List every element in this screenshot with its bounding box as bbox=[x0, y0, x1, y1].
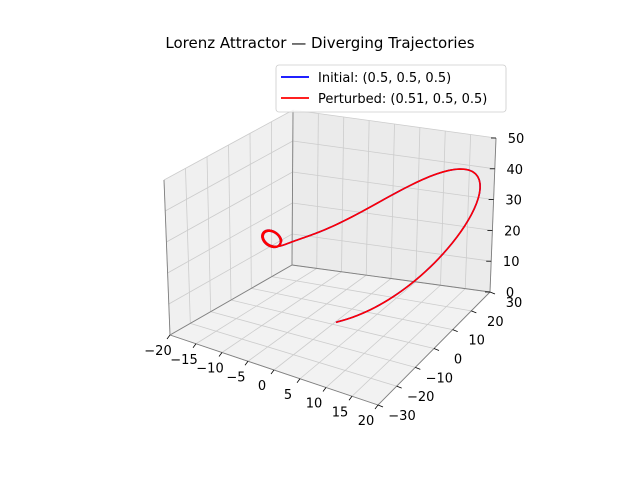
x-tick-mark bbox=[271, 370, 274, 374]
x-tick-mark bbox=[193, 344, 196, 348]
y-tick-mark bbox=[453, 330, 458, 332]
x-tick-mark bbox=[219, 353, 222, 357]
x-tick-label: 20 bbox=[358, 414, 375, 429]
legend-label: Initial: (0.5, 0.5, 0.5) bbox=[318, 71, 451, 86]
y-tick-mark bbox=[434, 349, 439, 351]
x-tick-label: 0 bbox=[258, 379, 266, 394]
x-tick-label: 15 bbox=[332, 405, 349, 420]
z-tick-label: 40 bbox=[507, 163, 524, 178]
y-tick-label: −20 bbox=[407, 390, 434, 405]
z-tick-label: 10 bbox=[503, 255, 520, 270]
x-tick-label: 5 bbox=[284, 388, 292, 403]
z-tick-label: 0 bbox=[506, 286, 514, 301]
y-tick-label: −30 bbox=[388, 409, 415, 424]
y-tick-mark bbox=[378, 405, 383, 407]
x-tick-label: −10 bbox=[196, 362, 223, 377]
legend: Initial: (0.5, 0.5, 0.5) Perturbed: (0.51… bbox=[276, 65, 506, 112]
y-tick-label: 20 bbox=[487, 315, 504, 330]
z-tick-label: 30 bbox=[505, 194, 522, 209]
x-tick-mark bbox=[375, 405, 378, 409]
y-tick-label: 0 bbox=[454, 353, 462, 368]
y-tick-label: −10 bbox=[426, 371, 453, 386]
z-tick-label: 20 bbox=[504, 224, 521, 239]
y-tick-mark bbox=[415, 367, 420, 369]
chart-title: Lorenz Attractor — Diverging Trajectorie… bbox=[0, 34, 640, 52]
y-tick-mark bbox=[490, 292, 495, 294]
x-tick-label: −20 bbox=[144, 344, 171, 359]
x-tick-label: 10 bbox=[306, 397, 323, 412]
y-tick-label: 10 bbox=[468, 334, 485, 349]
legend-label: Perturbed: (0.51, 0.5, 0.5) bbox=[318, 92, 487, 107]
y-tick-mark bbox=[471, 311, 476, 313]
x-tick-mark bbox=[167, 335, 170, 339]
y-tick-mark bbox=[397, 386, 402, 388]
z-tick-label: 50 bbox=[508, 132, 525, 147]
x-tick-label: −5 bbox=[226, 370, 245, 385]
x-tick-label: −15 bbox=[170, 353, 197, 368]
x-tick-mark bbox=[245, 361, 248, 365]
x-tick-mark bbox=[349, 396, 352, 400]
x-tick-mark bbox=[297, 379, 300, 383]
x-tick-mark bbox=[323, 388, 326, 392]
